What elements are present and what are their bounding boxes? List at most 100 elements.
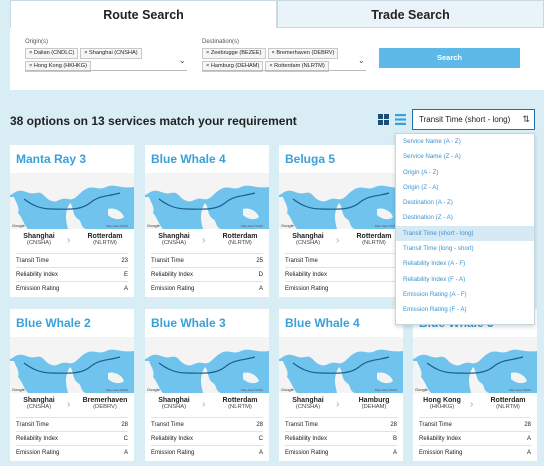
- emission-row: Emission Rating A: [151, 445, 263, 459]
- origin-chip[interactable]: × Shanghai (CNSHA): [80, 48, 142, 59]
- route-arrow-icon: ›: [67, 235, 71, 246]
- origin-port-code: (CNSHA): [161, 404, 187, 410]
- transit-time-value: 28: [121, 422, 128, 428]
- service-card[interactable]: Blue Whale 3 Google Map data ©2016 Shang…: [145, 309, 269, 461]
- origin-port-code: (HKHKG): [429, 404, 455, 410]
- service-card[interactable]: Beluga 5 Google Map data ©2016 Shanghai …: [279, 145, 403, 297]
- service-name: Blue Whale 4: [285, 316, 360, 330]
- transit-time-label: Transit Time: [285, 422, 318, 428]
- origin-port-code: (CNSHA): [161, 240, 187, 246]
- chevron-down-icon[interactable]: ⌄: [179, 56, 186, 65]
- destination-port-name: Rotterdam: [87, 233, 123, 240]
- destination-chip[interactable]: × Rotterdam (NLRTM): [265, 61, 329, 72]
- destination-chip[interactable]: × Bremerhaven (DEBRV): [267, 48, 339, 59]
- tab-route-search[interactable]: Route Search: [10, 0, 277, 28]
- sort-option[interactable]: Destination (A - Z): [403, 199, 453, 207]
- emission-label: Emission Rating: [285, 286, 329, 292]
- results-count: 38 options on 13 services match your req…: [10, 114, 297, 128]
- svg-text:Map data ©2016: Map data ©2016: [241, 388, 264, 392]
- service-name: Beluga 5: [285, 152, 336, 166]
- destination-port: Rotterdam (NLRTM): [78, 233, 132, 246]
- reliability-row: Reliability Index C: [151, 431, 263, 445]
- service-name: Blue Whale 4: [151, 152, 226, 166]
- service-card[interactable]: Blue Whale 4 Google Map data ©2016 Shang…: [279, 309, 403, 461]
- emission-label: Emission Rating: [16, 286, 60, 292]
- emission-label: Emission Rating: [285, 450, 329, 456]
- service-card[interactable]: Blue Whale 4 Google Map data ©2016 Shang…: [145, 145, 269, 297]
- tab-trade-search[interactable]: Trade Search: [277, 0, 544, 28]
- emission-row: Emission Rating A: [16, 281, 128, 295]
- emission-row: Emission Rating A: [285, 445, 397, 459]
- sort-option[interactable]: Emission Rating (A - F): [403, 290, 467, 298]
- transit-time-row: Transit Time 25: [151, 253, 263, 267]
- grid-view-icon[interactable]: [378, 114, 389, 125]
- transit-time-value: 25: [256, 258, 263, 264]
- sort-option[interactable]: Destination (Z - A): [403, 214, 453, 222]
- emission-value: A: [258, 450, 263, 456]
- route-ports: Hong Kong (HKHKG) › Rotterdam (NLRTM): [413, 395, 537, 417]
- emission-row: Emission Rating: [285, 281, 397, 295]
- list-view-icon[interactable]: [395, 114, 406, 125]
- emission-row: Emission Rating A: [151, 281, 263, 295]
- origin-port-code: (CNSHA): [26, 240, 52, 246]
- transit-time-value: 28: [390, 422, 397, 428]
- route-arrow-icon: ›: [67, 399, 71, 410]
- destination-chip[interactable]: × Hamburg (DEHAM): [202, 61, 264, 72]
- origin-port-name: Shanghai: [158, 233, 190, 240]
- transit-time-label: Transit Time: [285, 258, 318, 264]
- sort-option[interactable]: Reliability Index (A - F): [403, 260, 466, 268]
- transit-time-row: Transit Time: [285, 253, 397, 267]
- reliability-value: C: [258, 436, 263, 442]
- svg-text:Map data ©2016: Map data ©2016: [106, 224, 129, 228]
- destination-port-code: (NLRTM): [228, 240, 252, 246]
- route-map: Google Map data ©2016: [145, 173, 269, 229]
- sort-option[interactable]: Reliability Index (F - A): [403, 275, 466, 283]
- search-button[interactable]: Search: [379, 48, 520, 68]
- transit-time-row: Transit Time 28: [151, 417, 263, 431]
- reliability-value: D: [258, 272, 263, 278]
- service-name: Blue Whale 3: [151, 316, 226, 330]
- sort-select[interactable]: Transit Time (short - long) ⇅: [412, 109, 535, 130]
- origin-field[interactable]: × Dalian (CNDLC) × Shanghai (CNSHA) × Ho…: [25, 48, 175, 72]
- origin-chip[interactable]: × Dalian (CNDLC): [25, 48, 79, 59]
- sort-dropdown-menu: Service Name (A - Z) Service Name (Z - A)…: [395, 133, 535, 325]
- destination-port: Rotterdam (NLRTM): [213, 233, 267, 246]
- sort-option[interactable]: Origin (Z - A): [403, 183, 439, 191]
- emission-label: Emission Rating: [151, 286, 195, 292]
- sort-option[interactable]: Service Name (A - Z): [403, 138, 461, 145]
- origin-chip[interactable]: × Hong Kong (HKHKG): [25, 61, 91, 72]
- sort-option[interactable]: Emission Rating (F - A): [403, 306, 467, 314]
- route-map: Google Map data ©2016: [279, 173, 403, 229]
- sort-option[interactable]: Transit Time (short - long): [396, 225, 534, 242]
- service-card[interactable]: Blue Whale 3 Google Map data ©2016 Hong …: [413, 309, 537, 461]
- destination-port: Rotterdam (NLRTM): [481, 397, 535, 410]
- destination-port: Bremerhaven (DEBRV): [78, 397, 132, 410]
- search-panel: Origin(s) × Dalian (CNDLC) × Shanghai (C…: [10, 28, 544, 90]
- transit-time-row: Transit Time 28: [285, 417, 397, 431]
- destination-port-code: (NLRTM): [496, 404, 520, 410]
- svg-text:Google: Google: [281, 387, 295, 392]
- origin-port: Shanghai (CNSHA): [281, 233, 335, 246]
- destination-chip[interactable]: × Zeebrugge (BEZEE): [202, 48, 266, 59]
- route-map: Google Map data ©2016: [145, 337, 269, 393]
- origin-port: Shanghai (CNSHA): [147, 397, 201, 410]
- service-card[interactable]: Blue Whale 2 Google Map data ©2016 Shang…: [10, 309, 134, 461]
- sort-option[interactable]: Origin (A - Z): [403, 168, 439, 176]
- reliability-value: C: [123, 436, 128, 442]
- emission-row: Emission Rating A: [16, 445, 128, 459]
- reliability-label: Reliability Index: [16, 436, 59, 442]
- reliability-value: B: [392, 436, 397, 442]
- transit-time-value: 28: [524, 422, 531, 428]
- transit-time-row: Transit Time 23: [16, 253, 128, 267]
- svg-text:Google: Google: [147, 223, 161, 228]
- route-ports: Shanghai (CNSHA) › Rotterdam (NLRTM): [145, 231, 269, 253]
- service-card[interactable]: Manta Ray 3 Google Map data ©2016 Shangh…: [10, 145, 134, 297]
- destination-label: Destination(s): [202, 39, 240, 45]
- svg-text:Google: Google: [281, 223, 295, 228]
- svg-text:Map data ©2016: Map data ©2016: [375, 388, 398, 392]
- destination-field[interactable]: × Zeebrugge (BEZEE) × Bremerhaven (DEBRV…: [202, 48, 354, 72]
- sort-option[interactable]: Service Name (Z - A): [403, 153, 461, 161]
- sort-option[interactable]: Transit Time (long - short): [403, 245, 474, 253]
- origin-port-name: Shanghai: [158, 397, 190, 404]
- chevron-down-icon[interactable]: ⌄: [358, 56, 365, 65]
